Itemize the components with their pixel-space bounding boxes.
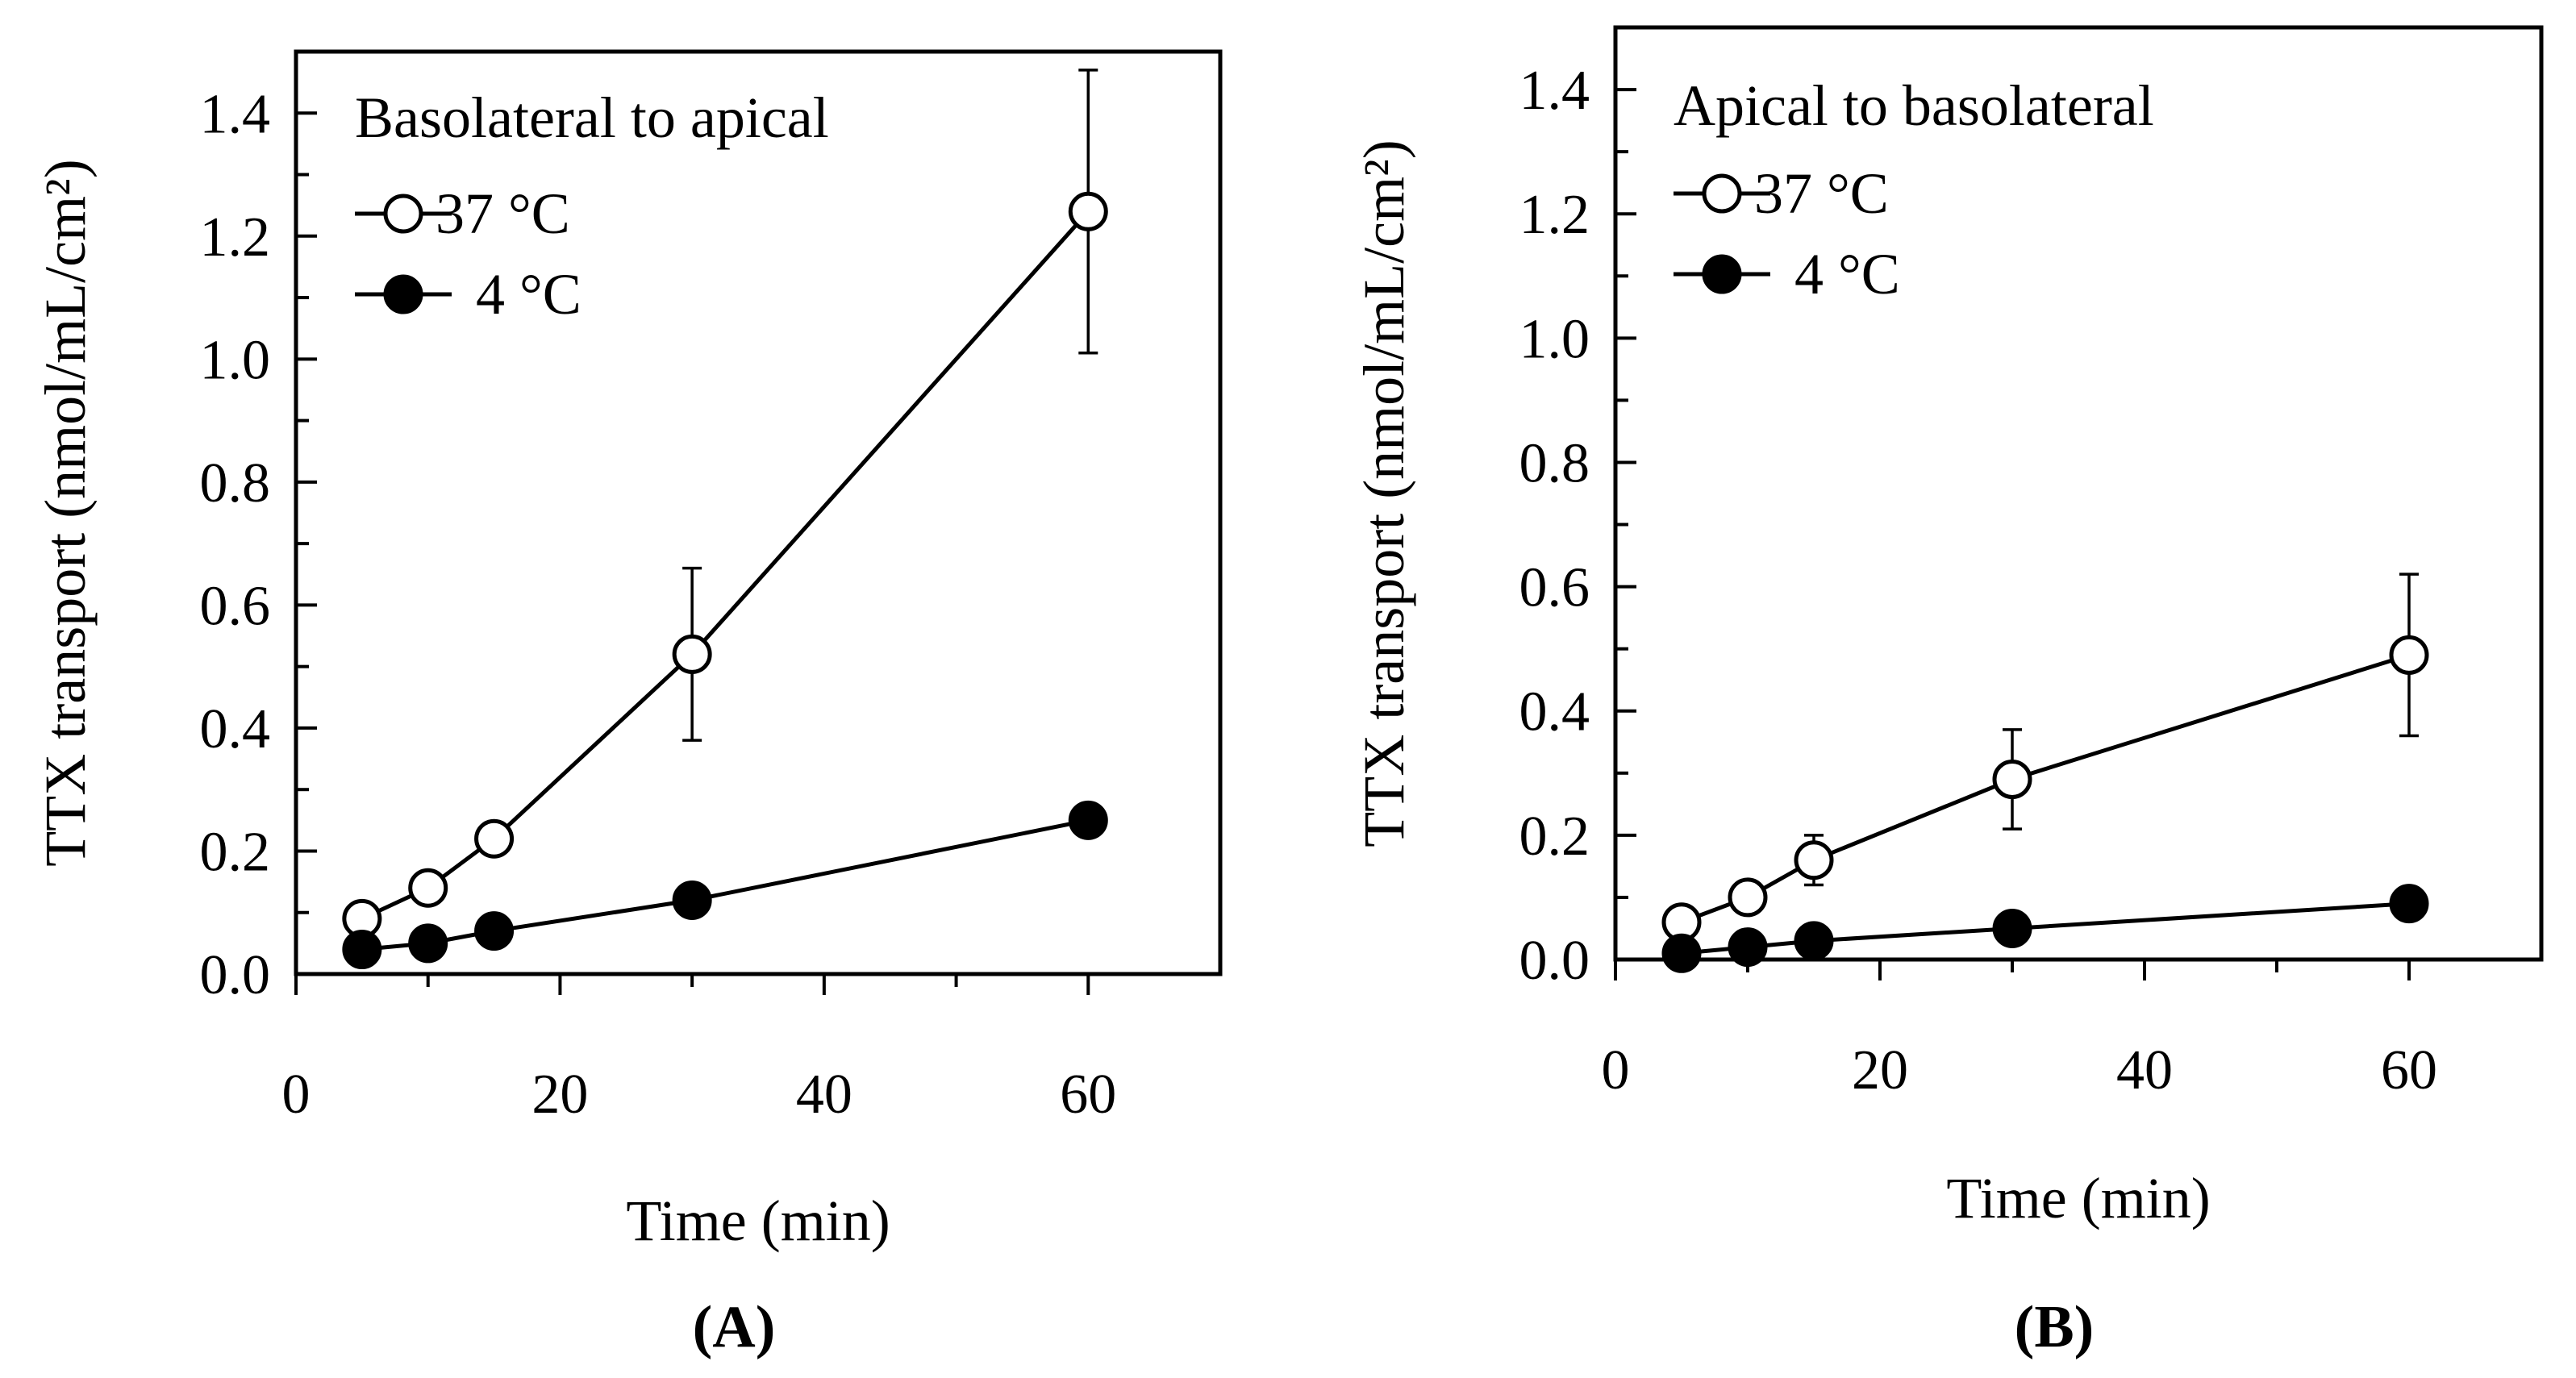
x-tick-label: 20 xyxy=(1852,1039,1908,1101)
y-axis-title: TTX transport (nmol/mL/cm²) xyxy=(1352,139,1416,847)
x-tick-label: 60 xyxy=(2381,1039,2437,1101)
legend-marker xyxy=(1702,254,1742,294)
panel-label: (A) xyxy=(693,1294,776,1360)
y-tick-label: 0.4 xyxy=(1519,681,1590,743)
y-tick-label: 1.4 xyxy=(200,83,271,145)
data-point xyxy=(672,634,712,674)
data-point xyxy=(1728,877,1768,918)
legend: Apical to basolateral 37 °C 4 °C xyxy=(1674,73,2154,306)
y-tick-label: 1.0 xyxy=(1519,308,1590,370)
data-point xyxy=(1992,908,2032,948)
plot-frame xyxy=(294,49,1223,976)
chart-panel-b: 0.0 0.2 0.4 0.6 0.8 1.0 1.2 1.4 0 20 40 60 Time (min… xyxy=(1352,25,2544,1360)
series-line xyxy=(361,818,1089,951)
x-axis-title: Time (min) xyxy=(626,1189,890,1253)
data-point xyxy=(1794,840,1834,881)
panel-label: (B) xyxy=(2015,1294,2095,1360)
legend-title: Apical to basolateral xyxy=(1674,73,2154,138)
y-tick-label: 1.2 xyxy=(1519,184,1590,246)
chart-panel-a: 0.0 0.2 0.4 0.6 0.8 1.0 1.2 1.4 0 20 40 60 Time (min… xyxy=(33,49,1223,1360)
series-4c xyxy=(342,800,1108,969)
data-point xyxy=(1661,933,1702,973)
legend-marker xyxy=(1702,173,1742,214)
legend-marker xyxy=(383,194,423,234)
legend-title: Basolateral to apical xyxy=(355,85,829,150)
y-tick-label: 0.8 xyxy=(1519,432,1590,494)
legend-label: 37 °C xyxy=(436,181,570,246)
x-axis-title: Time (min) xyxy=(1946,1166,2210,1230)
y-tick-label: 1.4 xyxy=(1519,60,1590,122)
series-line xyxy=(361,210,1090,921)
y-tick-label: 0.2 xyxy=(200,821,271,883)
data-point xyxy=(1068,191,1108,231)
data-point xyxy=(2389,635,2429,675)
plot-frame xyxy=(1613,25,2544,962)
legend-marker xyxy=(383,274,423,314)
x-tick-label: 60 xyxy=(1060,1064,1116,1126)
y-tick-label: 0.0 xyxy=(200,944,271,1006)
x-tick-label: 0 xyxy=(1602,1039,1630,1101)
x-tick-label: 40 xyxy=(2116,1039,2173,1101)
y-tick-label: 0.6 xyxy=(200,575,271,637)
data-point xyxy=(408,868,448,908)
data-point xyxy=(1992,760,2032,800)
data-point xyxy=(1068,800,1108,840)
series-line xyxy=(1681,652,2410,925)
y-tick-label: 1.0 xyxy=(200,329,271,391)
y-tick-label: 0.8 xyxy=(200,452,271,514)
data-point xyxy=(408,923,448,964)
data-point xyxy=(1794,921,1834,961)
legend-label: 37 °C xyxy=(1754,161,1889,226)
series-37c xyxy=(1661,572,2429,943)
y-tick-label: 0.6 xyxy=(1519,557,1590,619)
x-tick-label: 0 xyxy=(282,1064,311,1126)
x-tick-label: 20 xyxy=(531,1064,588,1126)
data-point xyxy=(2389,884,2429,924)
series-4c xyxy=(1661,884,2429,973)
legend-label: 4 °C xyxy=(1794,242,1900,306)
series-line xyxy=(1681,901,2410,955)
x-tick-label: 40 xyxy=(796,1064,852,1126)
data-point xyxy=(1728,927,1768,968)
y-tick-label: 0.2 xyxy=(1519,806,1590,868)
data-point xyxy=(342,929,382,969)
legend-label: 4 °C xyxy=(476,262,581,327)
data-point xyxy=(474,911,515,951)
legend: Basolateral to apical 37 °C 4 °C xyxy=(355,85,829,327)
data-point xyxy=(474,818,515,859)
data-point xyxy=(672,880,712,920)
y-axis-title: TTX transport (nmol/mL/cm²) xyxy=(33,159,98,866)
y-tick-label: 0.0 xyxy=(1519,930,1590,992)
y-tick-label: 0.4 xyxy=(200,698,271,760)
series-37c xyxy=(342,69,1108,939)
y-tick-label: 1.2 xyxy=(200,206,271,269)
